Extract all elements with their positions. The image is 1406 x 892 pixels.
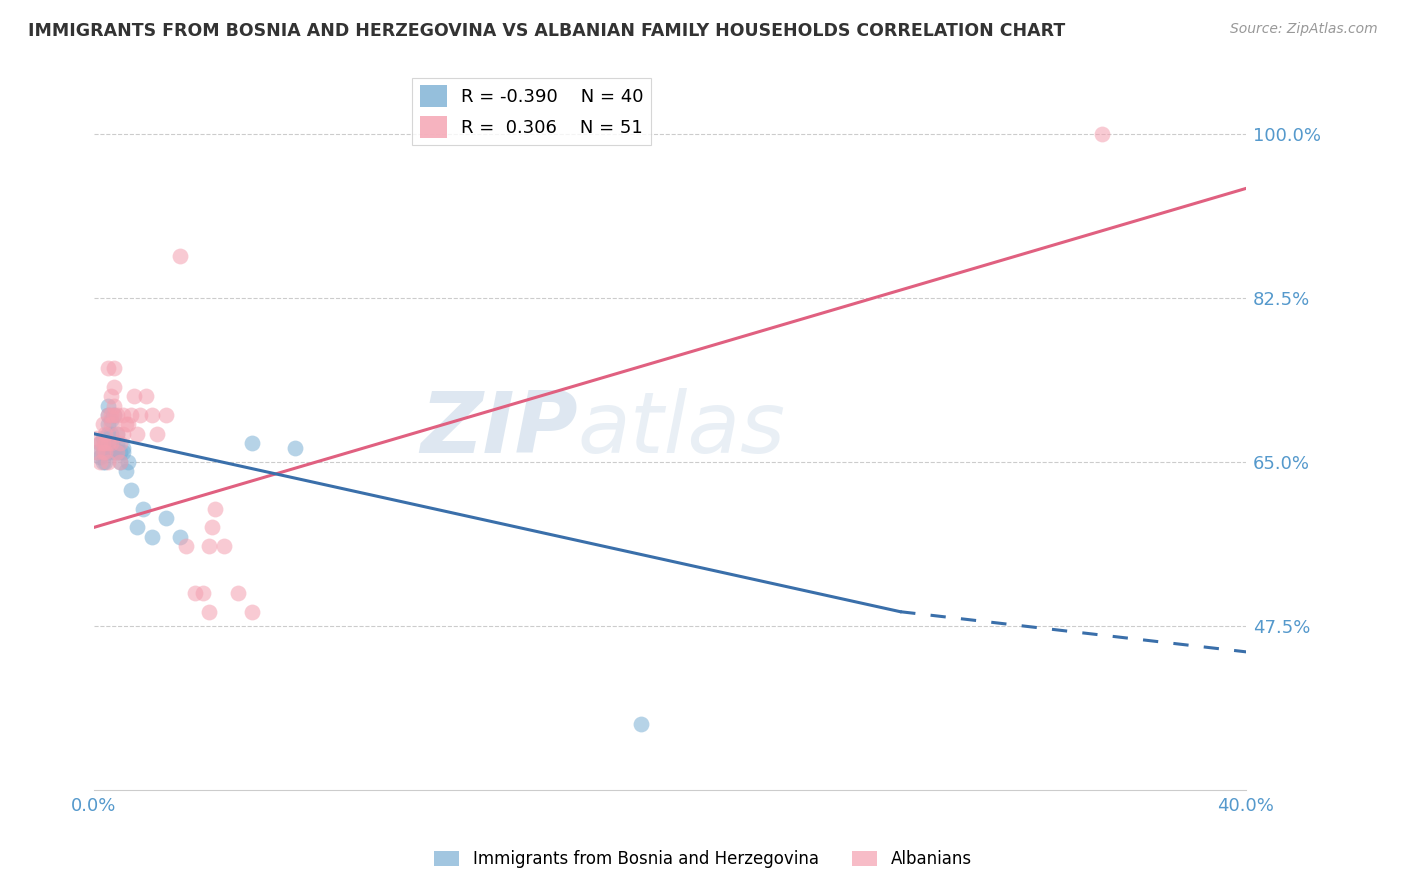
Point (129, 408, 152, 422)
Point (97, 399, 120, 413)
Point (141, 530, 163, 544)
Point (91, 455, 114, 469)
Point (97, 436, 120, 450)
Point (100, 445, 122, 459)
Point (91, 417, 114, 432)
Point (630, 717, 652, 731)
Point (86, 445, 108, 459)
Point (105, 445, 128, 459)
Point (97, 426, 120, 441)
Point (108, 455, 131, 469)
Point (169, 530, 191, 544)
Point (86, 432, 108, 446)
Point (120, 483, 142, 497)
Point (97, 408, 120, 422)
Point (97, 361, 120, 376)
Point (132, 501, 155, 516)
Point (89, 455, 111, 469)
Point (100, 417, 122, 432)
Point (240, 605, 263, 619)
Point (94, 445, 117, 459)
Point (100, 436, 122, 450)
Point (135, 389, 157, 403)
Point (97, 408, 120, 422)
Point (100, 389, 122, 403)
Point (91, 445, 114, 459)
Point (105, 426, 128, 441)
Point (141, 408, 163, 422)
Text: atlas: atlas (578, 387, 786, 471)
Point (94, 436, 117, 450)
Point (91, 432, 114, 446)
Point (111, 426, 134, 441)
Point (94, 441, 117, 455)
Point (105, 408, 128, 422)
Text: ZIP: ZIP (420, 387, 578, 471)
Point (94, 436, 117, 450)
Point (91, 436, 114, 450)
Point (127, 426, 149, 441)
Point (1091, 127, 1114, 141)
Point (155, 511, 177, 525)
Point (174, 539, 197, 553)
Point (94, 445, 117, 459)
Point (100, 436, 122, 450)
Point (212, 539, 235, 553)
Point (193, 586, 215, 600)
Point (97, 455, 120, 469)
Point (103, 361, 125, 376)
Point (201, 520, 224, 534)
Point (204, 501, 226, 516)
Point (146, 426, 169, 441)
Point (91, 445, 114, 459)
Point (169, 249, 191, 263)
Point (105, 445, 128, 459)
Point (94, 426, 117, 441)
Point (240, 436, 263, 450)
Point (117, 455, 139, 469)
Text: IMMIGRANTS FROM BOSNIA AND HERZEGOVINA VS ALBANIAN FAMILY HOUSEHOLDS CORRELATION: IMMIGRANTS FROM BOSNIA AND HERZEGOVINA V… (28, 22, 1066, 40)
Point (108, 455, 131, 469)
Point (100, 426, 122, 441)
Point (94, 455, 117, 469)
Point (100, 413, 122, 427)
Point (89, 450, 111, 465)
Point (120, 408, 142, 422)
Text: Source: ZipAtlas.com: Source: ZipAtlas.com (1230, 22, 1378, 37)
Point (97, 445, 120, 459)
Point (198, 539, 221, 553)
Point (108, 436, 131, 450)
Point (111, 441, 134, 455)
Point (105, 436, 128, 450)
Point (97, 417, 120, 432)
Point (108, 445, 131, 459)
Point (89, 436, 111, 450)
Point (155, 408, 177, 422)
Point (111, 408, 134, 422)
Point (103, 399, 125, 413)
Point (105, 426, 128, 441)
Point (89, 436, 111, 450)
Point (111, 445, 134, 459)
Point (86, 445, 108, 459)
Point (226, 586, 249, 600)
Point (284, 441, 307, 455)
Point (183, 586, 205, 600)
Point (103, 441, 125, 455)
Point (198, 605, 221, 619)
Legend: Immigrants from Bosnia and Herzegovina, Albanians: Immigrants from Bosnia and Herzegovina, … (427, 844, 979, 875)
Point (122, 389, 145, 403)
Point (117, 417, 139, 432)
Point (114, 464, 136, 478)
Point (100, 408, 122, 422)
Point (103, 380, 125, 394)
Point (114, 417, 136, 432)
Point (103, 408, 125, 422)
Point (127, 520, 149, 534)
Point (103, 408, 125, 422)
Legend: R = -0.390    N = 40, R =  0.306    N = 51: R = -0.390 N = 40, R = 0.306 N = 51 (412, 78, 651, 145)
Point (103, 445, 125, 459)
